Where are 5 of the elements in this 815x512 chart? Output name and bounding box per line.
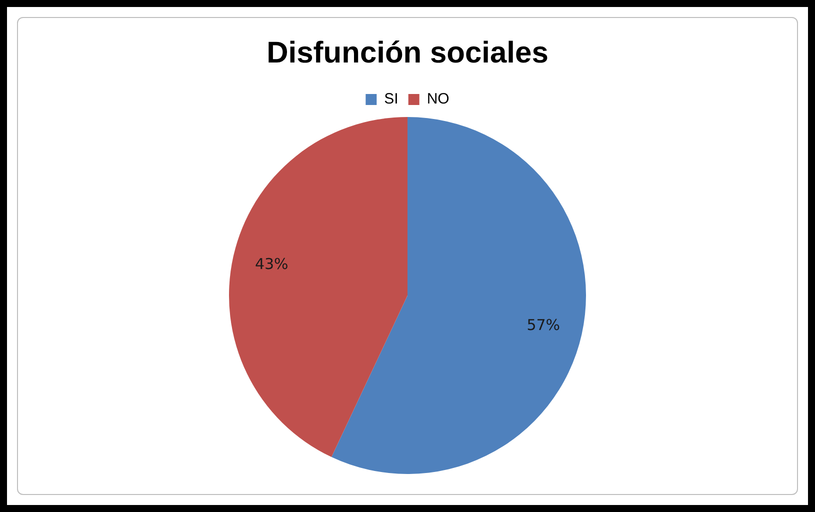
legend-label: NO [426, 90, 450, 108]
data-label: 43% [254, 255, 288, 274]
chart-title: Disfunción sociales [266, 36, 548, 70]
legend-label: SI [384, 90, 398, 108]
data-label: 57% [526, 316, 560, 334]
